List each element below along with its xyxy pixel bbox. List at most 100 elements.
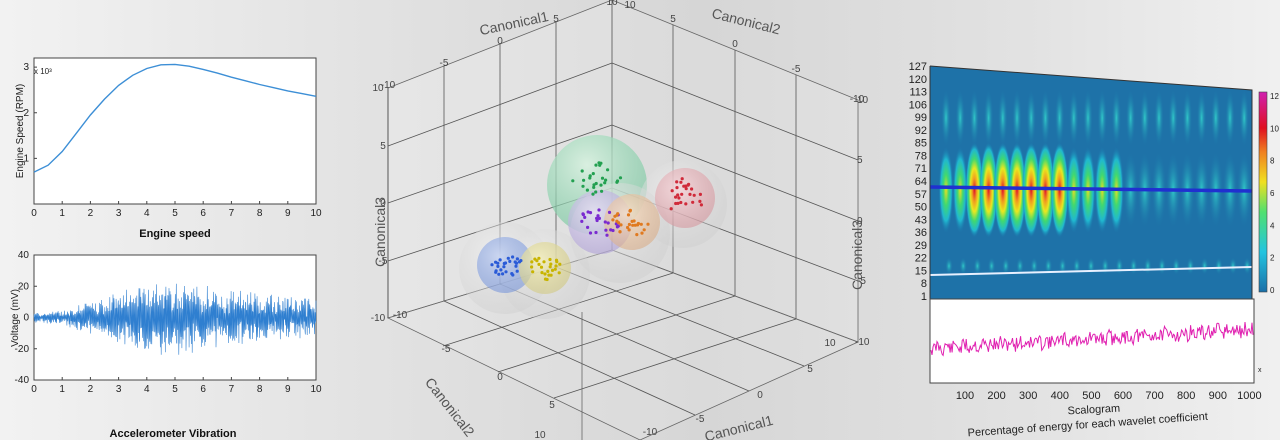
energy-xtick-label: 600 (1114, 390, 1132, 402)
scalogram-energy-blob (1058, 257, 1067, 275)
scalogram-ytick-label: 106 (909, 99, 927, 111)
vibration-ytick-label: 0 (23, 313, 29, 324)
scalogram-energy-blob (1196, 88, 1207, 148)
engine-speed-xtick-label: 3 (116, 208, 122, 219)
canonical-3d-chart: -10-50510-10-50510-10-50510-10-50510-10-… (371, 0, 870, 440)
canonical1-tick-top: -5 (440, 58, 449, 69)
canonical3-tick-right: -5 (857, 276, 866, 287)
canonical3-tick-right: 0 (857, 216, 863, 227)
cluster-point (542, 260, 546, 264)
cluster-point (553, 267, 557, 271)
scalogram-energy-blob (1115, 257, 1124, 275)
cluster-point (497, 272, 501, 276)
cluster-point (604, 228, 608, 232)
engine-speed-ytick-label: 2 (23, 108, 29, 119)
scalogram-energy-blob (1210, 88, 1221, 148)
vibration-signal-line (33, 283, 317, 355)
vibration-xtick-label: 6 (200, 384, 206, 395)
cluster-point (603, 181, 607, 185)
energy-xtick-label: 100 (956, 390, 974, 402)
canonical1-tick-bottom: -10 (643, 427, 658, 438)
scalogram-ytick-label: 85 (915, 138, 927, 150)
canonical3-tick-left: 10 (372, 83, 384, 94)
vibration-xtick-label: 9 (285, 384, 291, 395)
colorbar-tick-label: 8 (1270, 157, 1275, 166)
engine-speed-xtick-label: 1 (59, 208, 65, 219)
cluster-red-sphere (655, 168, 715, 228)
cluster-point (515, 257, 520, 261)
scalogram-energy-blob (1068, 88, 1079, 148)
vibration-xtick-label: 5 (172, 384, 178, 395)
cluster-point (501, 272, 505, 276)
cluster-point (631, 223, 635, 227)
cluster-blue-sphere (477, 237, 533, 293)
cluster-point (548, 257, 552, 262)
scalogram-energy-blob (1026, 88, 1037, 148)
cluster-point (537, 262, 541, 266)
engine-speed-plot-area (33, 57, 317, 205)
cluster-point (597, 208, 601, 212)
scalogram-energy-blob (1044, 257, 1053, 275)
engine-speed-xlabel: Engine speed (139, 228, 211, 240)
cluster-point (627, 228, 631, 232)
cluster-point (531, 270, 535, 274)
colorbar-tick-label: 10 (1270, 124, 1279, 133)
cluster-point (581, 212, 585, 216)
cluster-point (594, 181, 598, 186)
cluster-point (592, 185, 596, 189)
engine-speed-ylabel: Engine Speed (RPM) (15, 84, 26, 179)
cluster-point (615, 225, 620, 229)
cluster-point (586, 210, 590, 214)
canonical2-tick-bottom: 10 (534, 430, 546, 440)
cluster-point (537, 256, 541, 260)
canonical1-tick-top: 10 (606, 0, 618, 8)
scalogram-chart: 1815222936435057647178859299106113120127… (909, 61, 1280, 439)
scalogram-energy-blob (945, 257, 953, 275)
cluster-point (630, 219, 634, 223)
canonical2-tick-top: -10 (850, 94, 865, 105)
scalogram-ytick-label: 29 (915, 240, 927, 252)
vibration-xticks: 0 1 2 3 4 5 6 7 8 9 10 (31, 377, 322, 395)
cluster-point (588, 231, 593, 235)
cluster-point (683, 184, 688, 188)
canonical3-tick-left: -10 (371, 313, 386, 324)
canonical1-tick-bottom: 5 (807, 364, 813, 375)
scalogram-ytick-label: 50 (915, 202, 927, 214)
cluster-point (583, 215, 587, 219)
energy-line (930, 321, 1254, 357)
canonical-3d-points (490, 161, 704, 282)
cluster-point (698, 192, 703, 196)
cluster-yellow-sphere (519, 242, 571, 294)
cluster-point (581, 184, 585, 188)
vibration-xtick-label: 7 (229, 384, 235, 395)
scalogram-energy-blob (1200, 257, 1209, 275)
scalogram-energy-blob (965, 142, 984, 238)
cluster-point (514, 264, 518, 268)
cluster-point (510, 255, 515, 259)
cluster-point (674, 195, 678, 199)
scalogram-heatmap (930, 66, 1252, 300)
cluster-point (646, 222, 650, 226)
scalogram-energy-blob (1158, 257, 1166, 275)
scalogram-ytick-label: 57 (915, 189, 927, 201)
vibration-xlabel: Accelerometer Vibration (110, 428, 237, 440)
colorbar-tick-label: 0 (1270, 286, 1275, 295)
cluster-point (543, 277, 548, 281)
scalogram-energy-blob (955, 88, 966, 148)
scalogram-energy-blob (1016, 257, 1024, 275)
cluster-point (680, 192, 684, 196)
vibration-xtick-label: 0 (31, 384, 37, 395)
scalogram-energy-blob (993, 142, 1012, 238)
scalogram-energy-blob (1229, 257, 1237, 275)
cluster-point (580, 169, 584, 173)
scalogram-energy-blob (1111, 88, 1122, 148)
cluster-point (502, 265, 506, 269)
scalogram-energy-blob (1040, 88, 1051, 148)
canonical3-tick-right: 5 (857, 155, 863, 166)
canonical2-tick-top: 10 (624, 0, 636, 11)
cluster-point (607, 210, 612, 214)
scalogram-energy-blob (983, 88, 994, 148)
engine-speed-xtick-label: 4 (144, 208, 150, 219)
cluster-point (557, 271, 561, 275)
energy-xtick-label: 700 (1145, 390, 1163, 402)
